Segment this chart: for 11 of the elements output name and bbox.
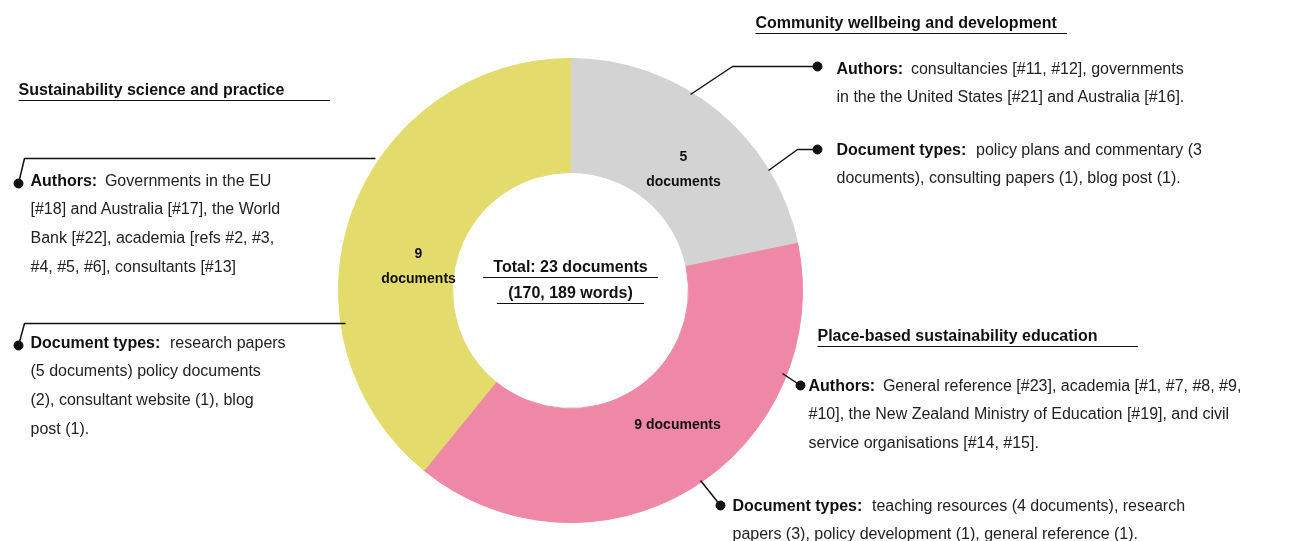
slice-label: Community wellbeing and development bbox=[755, 14, 1058, 31]
text: Authors: Governments in the EU [#18] and Australia [#17], the World Bank [#22], academia [refs #2, #3, #4, #5, #6], consultants [#13] bbox=[30, 172, 281, 276]
text: Authors: consultancies [#11, #12], governments in the the United States [#21] and Australia [#16]. bbox=[836, 60, 1185, 105]
text: Authors: General reference [#23], academia [#1, #7, #8, #9, #10], the New Zealand Ministry of Education [#19], and civil service organisations [#14, #15]. bbox=[808, 377, 1242, 452]
slice-label: Place-based sustainability education bbox=[817, 327, 1098, 344]
slice-label: Sustainability science and practice bbox=[18, 81, 285, 98]
text: Document types: research papers (5 documents) policy documents (2), consultant website (1), blog post (1). bbox=[30, 334, 286, 438]
data-label: 9 documents bbox=[634, 415, 721, 432]
text: Document types: policy plans and commentary (3 documents), consulting papers (1), blog post (1). bbox=[836, 141, 1202, 186]
text: Total: 23 documents (170, 189 words) bbox=[493, 258, 648, 301]
data-label: 5 documents bbox=[646, 147, 722, 190]
